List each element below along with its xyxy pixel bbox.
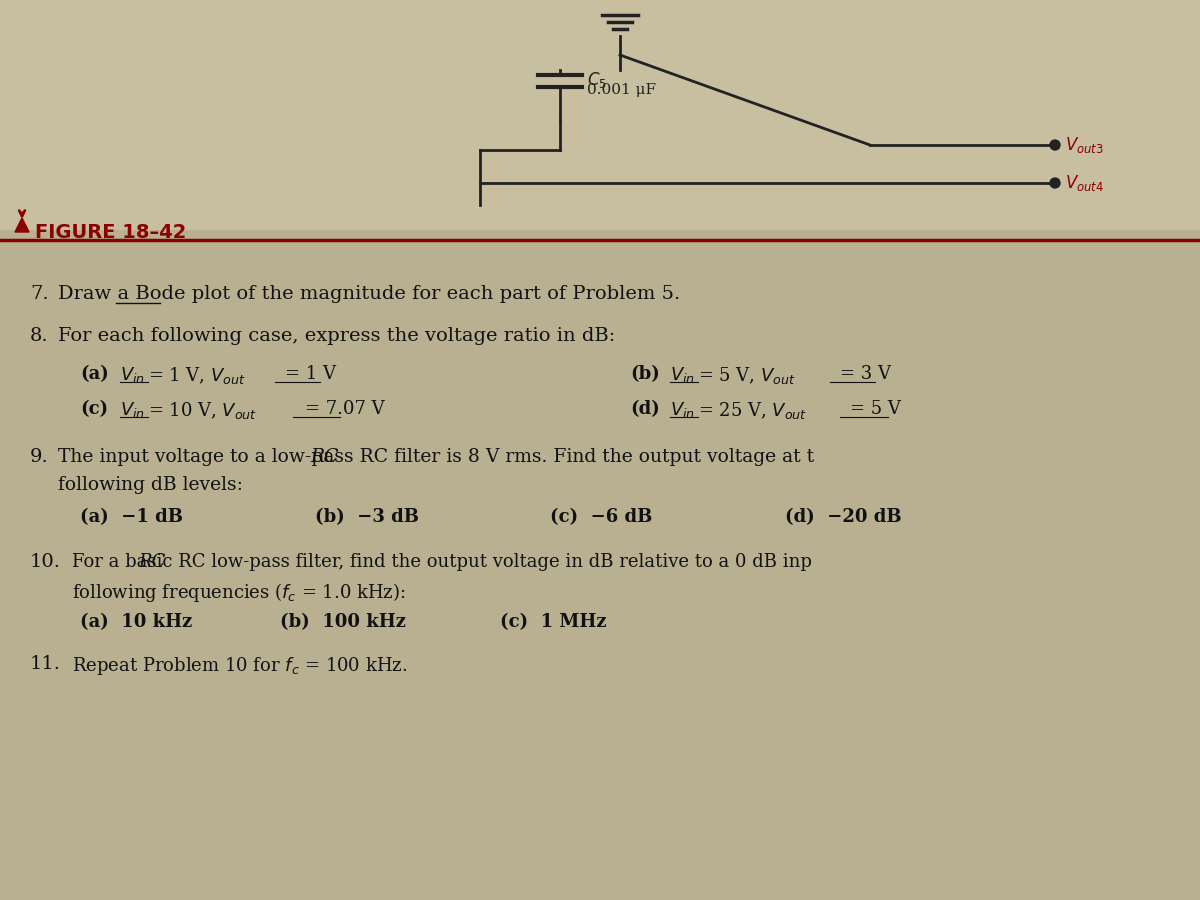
- Text: = 3 V: = 3 V: [840, 365, 890, 383]
- Text: = 25 V, $V_{out}$: = 25 V, $V_{out}$: [698, 400, 808, 421]
- Text: (c)  1 MHz: (c) 1 MHz: [500, 613, 606, 631]
- Text: (a)  10 kHz: (a) 10 kHz: [80, 613, 192, 631]
- FancyBboxPatch shape: [0, 0, 1200, 230]
- Text: 8.: 8.: [30, 327, 49, 345]
- Text: $V_{in}$: $V_{in}$: [670, 400, 695, 420]
- Text: = 1 V, $V_{out}$: = 1 V, $V_{out}$: [148, 365, 246, 386]
- Text: = 10 V, $V_{out}$: = 10 V, $V_{out}$: [148, 400, 257, 421]
- Text: following dB levels:: following dB levels:: [58, 476, 242, 494]
- Text: (b)  100 kHz: (b) 100 kHz: [280, 613, 406, 631]
- Text: following frequencies ($f_c$ = 1.0 kHz):: following frequencies ($f_c$ = 1.0 kHz):: [72, 581, 406, 604]
- Polygon shape: [14, 218, 29, 232]
- Circle shape: [1050, 140, 1060, 150]
- Text: (a)  −1 dB: (a) −1 dB: [80, 508, 182, 526]
- Circle shape: [1050, 178, 1060, 188]
- Text: 9.: 9.: [30, 448, 49, 466]
- Text: FIGURE 18–42: FIGURE 18–42: [35, 222, 186, 241]
- Text: 10.: 10.: [30, 553, 61, 571]
- Text: $C_5$: $C_5$: [587, 70, 607, 90]
- Text: (d): (d): [630, 400, 660, 418]
- Text: $V_{in}$: $V_{in}$: [120, 365, 145, 385]
- Text: For a basic RC low-pass filter, find the output voltage in dB relative to a 0 dB: For a basic RC low-pass filter, find the…: [72, 553, 812, 571]
- Text: = 5 V: = 5 V: [850, 400, 901, 418]
- Text: The input voltage to a low-pass RC filter is 8 V rms. Find the output voltage at: The input voltage to a low-pass RC filte…: [58, 448, 814, 466]
- Text: (c): (c): [80, 400, 108, 418]
- Text: $V_{in}$: $V_{in}$: [670, 365, 695, 385]
- Text: = 1 V: = 1 V: [286, 365, 336, 383]
- Text: 7.: 7.: [30, 285, 49, 303]
- Text: (a): (a): [80, 365, 109, 383]
- Text: (c)  −6 dB: (c) −6 dB: [550, 508, 653, 526]
- Text: For each following case, express the voltage ratio in dB:: For each following case, express the vol…: [58, 327, 616, 345]
- Text: (b): (b): [630, 365, 660, 383]
- Text: 11.: 11.: [30, 655, 61, 673]
- Text: = 7.07 V: = 7.07 V: [305, 400, 385, 418]
- Text: (b)  −3 dB: (b) −3 dB: [314, 508, 419, 526]
- Text: RC: RC: [310, 448, 338, 466]
- Text: $V_{out4}$: $V_{out4}$: [1066, 173, 1104, 193]
- Text: $V_{in}$: $V_{in}$: [120, 400, 145, 420]
- Text: Repeat Problem 10 for $f_c$ = 100 kHz.: Repeat Problem 10 for $f_c$ = 100 kHz.: [72, 655, 407, 677]
- Text: $V_{out3}$: $V_{out3}$: [1066, 135, 1104, 155]
- Text: Draw a Bode plot of the magnitude for each part of Problem 5.: Draw a Bode plot of the magnitude for ea…: [58, 285, 680, 303]
- Text: 0.001 μF: 0.001 μF: [587, 83, 656, 97]
- Text: = 5 V, $V_{out}$: = 5 V, $V_{out}$: [698, 365, 796, 386]
- Text: RC: RC: [138, 553, 166, 571]
- Text: (d)  −20 dB: (d) −20 dB: [785, 508, 901, 526]
